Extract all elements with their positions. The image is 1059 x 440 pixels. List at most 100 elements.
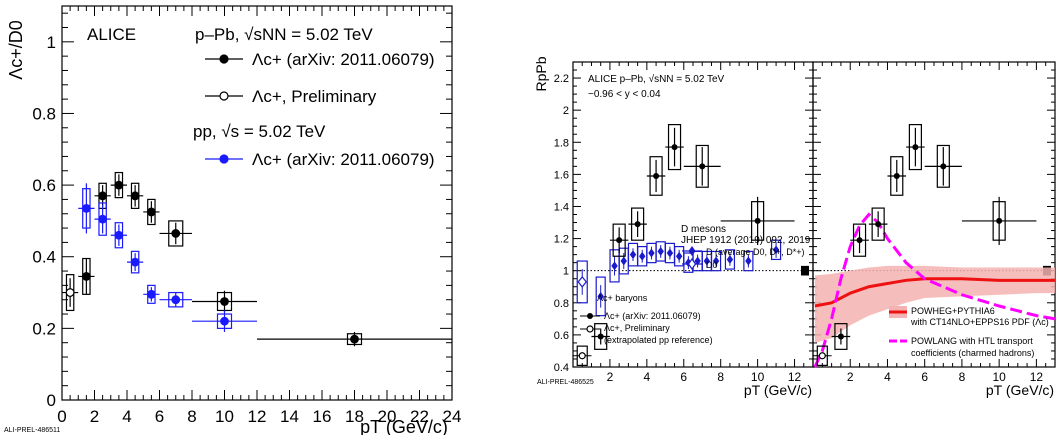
y-tick-label: 0	[47, 391, 56, 410]
d-marker	[639, 251, 646, 261]
legend-lcp-label: Λc+, Preliminary	[604, 323, 670, 333]
lc-marker	[671, 144, 678, 151]
panel-frame	[572, 61, 814, 368]
x-tick-label: 24	[443, 407, 462, 426]
data-point	[220, 316, 229, 326]
y-tick-label: 0.6	[32, 176, 56, 195]
d-marker	[611, 261, 618, 271]
d-marker	[712, 256, 720, 266]
d-marker	[666, 248, 674, 258]
x-axis-title: pT (GeV/c)	[744, 382, 812, 398]
x-tick-label: 16	[313, 407, 332, 426]
legend-powheg-label-1: POWHEG+PYTHIA6	[911, 306, 995, 316]
lc-open-marker	[818, 352, 826, 360]
y-tick-label: 1	[47, 33, 56, 52]
x-tick-label: 0	[57, 407, 66, 426]
lc-marker	[856, 237, 863, 244]
data-point	[81, 272, 91, 281]
x-tick-label: 12	[788, 370, 802, 384]
legend-dmesons-title: D mesons	[681, 224, 726, 235]
data-point	[220, 297, 229, 306]
data-point	[146, 289, 156, 299]
x-tick-label: 4	[122, 407, 131, 426]
d0-syst-box	[576, 260, 588, 304]
x-tick-label: 20	[378, 407, 397, 426]
data-point	[98, 214, 108, 224]
lc-open-marker	[578, 352, 586, 360]
x-tick-label: 10	[992, 370, 1006, 384]
x-tick-label: 8	[717, 370, 724, 384]
d-marker	[703, 256, 711, 266]
legend-marker	[219, 154, 229, 164]
x-tick-label: 10	[215, 407, 234, 426]
lc-marker	[653, 172, 660, 179]
legend-powlang-label-1: POWLANG with HTL transport	[911, 336, 1033, 346]
legend-powheg-label-2: with CT14NLO+EPPS16 PDF (Λc)	[910, 317, 1049, 327]
x-tick-label: 6	[680, 370, 687, 384]
y-tick-label: 1.8	[554, 137, 569, 149]
data-point	[130, 257, 140, 267]
data-point	[81, 203, 91, 213]
y-tick-label: 1.6	[554, 169, 569, 181]
x-axis-title: pT (GeV/c)	[360, 417, 448, 435]
x-tick-label: 18	[345, 407, 364, 426]
d-marker	[694, 256, 701, 266]
lc-marker	[634, 221, 641, 228]
header-1: ALICE p–Pb, √sNN = 5.02 TeV	[588, 73, 725, 85]
legend-d-label: D (average D0, D+, D*+)	[706, 247, 805, 257]
lc-marker	[597, 333, 604, 340]
d0-marker	[577, 275, 587, 288]
powheg-curve	[814, 277, 1055, 308]
lc-marker	[875, 221, 882, 228]
legend-lc-label: Λc+ (arXiv: 2011.06079)	[604, 311, 701, 321]
d-marker	[745, 256, 752, 266]
x-tick-label: 2	[607, 370, 614, 384]
x-tick-label: 6	[921, 370, 928, 384]
d-syst-box	[710, 250, 722, 272]
d-marker	[726, 254, 734, 264]
data-point	[171, 295, 181, 305]
system-label-1: p–Pb, √sNN = 5.02 TeV	[195, 25, 373, 44]
data-point	[146, 207, 156, 217]
d-marker	[648, 248, 655, 258]
y-tick-label: 1.2	[554, 234, 569, 246]
x-tick-label: 14	[280, 407, 299, 426]
normalization-box	[801, 265, 809, 276]
lc-marker	[912, 144, 919, 151]
lc-marker	[996, 217, 1003, 224]
x-tick-label: 12	[1030, 370, 1044, 384]
data-point	[130, 191, 140, 201]
watermark: ALI-PREL-486511	[4, 427, 60, 434]
y-tick-label: 0.4	[32, 248, 56, 267]
data-point	[350, 334, 359, 344]
x-tick-label: 12	[248, 407, 267, 426]
watermark: ALI-PREL-486525	[537, 379, 594, 386]
header-2: −0.96 < y < 0.04	[588, 89, 661, 100]
lc-marker	[893, 172, 900, 179]
y-tick-label: 2.2	[554, 73, 569, 85]
y-tick-label: 1.4	[554, 201, 569, 213]
legend-d-marker	[688, 246, 696, 256]
y-tick-label: 2	[563, 105, 569, 117]
d-marker	[772, 245, 780, 255]
lc-marker	[837, 333, 844, 340]
y-tick-label: 0.8	[554, 298, 569, 310]
legend-dmesons-ref: JHEP 1912 (2019) 092, 2019	[681, 235, 811, 246]
legend-d0-marker	[687, 257, 697, 271]
data-point	[114, 230, 124, 240]
legend-label: Λc+ (arXiv: 2011.06079)	[252, 150, 435, 169]
d-syst-box	[743, 250, 754, 272]
x-tick-label: 8	[187, 407, 196, 426]
x-tick-label: 2	[90, 407, 99, 426]
data-point	[114, 180, 124, 190]
d-syst-box	[595, 276, 606, 317]
x-tick-label: 4	[644, 370, 651, 384]
d-marker	[620, 256, 627, 266]
data-point	[98, 191, 108, 201]
y-axis-title: RpPb	[533, 56, 549, 91]
x-axis-title: pT (GeV/c)	[986, 382, 1054, 398]
y-tick-label: 1	[563, 266, 569, 278]
system-label-2: pp, √s = 5.02 TeV	[193, 122, 326, 141]
